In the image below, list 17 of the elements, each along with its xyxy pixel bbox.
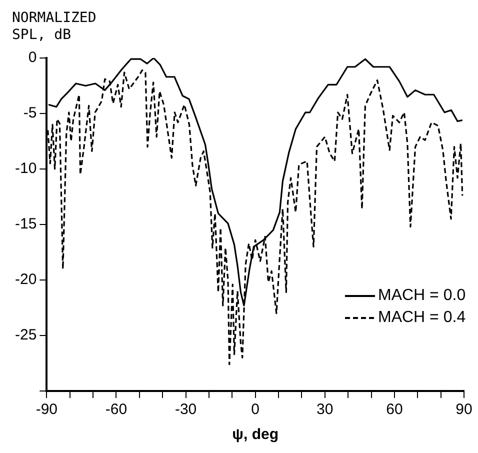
x-tick-label: -90 [36, 401, 58, 418]
x-tick-label: -30 [174, 401, 197, 418]
y-tick-label: -15 [14, 216, 37, 233]
x-axis-title: ψ, deg [232, 426, 278, 444]
y-tick-label: -10 [14, 160, 37, 178]
x-tick-label: 60 [386, 401, 403, 418]
y-tick-label: -25 [14, 326, 37, 344]
x-tick-label: 90 [456, 401, 472, 418]
y-tick-label: 0 [28, 49, 37, 66]
y-tick-label: -20 [14, 271, 37, 288]
y-tick-label: -5 [23, 104, 37, 122]
x-tick-label: -60 [105, 401, 128, 418]
x-tick-label: 30 [316, 401, 334, 418]
legend-label: MACH = 0.0 [378, 287, 466, 305]
legend-label: MACH = 0.4 [378, 309, 466, 327]
y-axis-title: NORMALIZED SPL, dB [12, 10, 98, 44]
x-tick-label: 0 [251, 401, 260, 418]
